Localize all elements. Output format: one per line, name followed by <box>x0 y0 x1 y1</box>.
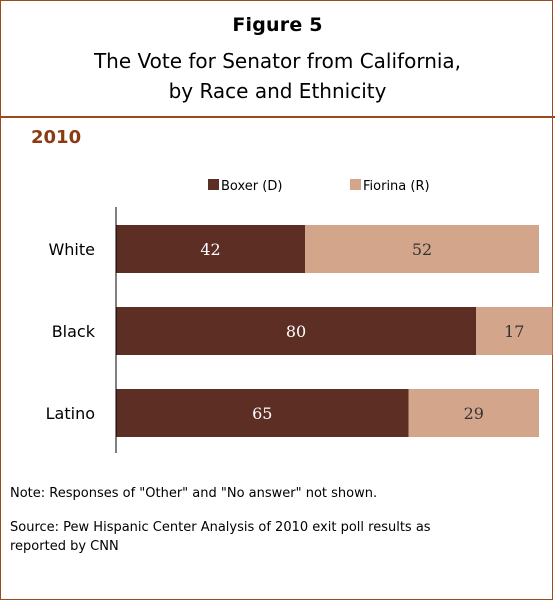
data-label-fiorina-latino: 29 <box>464 404 484 423</box>
stacked-bar-chart: Boxer (D) Fiorina (R) White 42 52 Black 80 17 La… <box>46 179 553 453</box>
bar-boxer-white <box>116 225 305 273</box>
data-label-fiorina-white: 52 <box>412 240 432 259</box>
chart-note: Note: Responses of "Other" and "No answe… <box>10 486 378 501</box>
bar-fiorina-black <box>476 307 553 355</box>
figure-label: Figure 5 <box>232 14 323 36</box>
bar-boxer-black <box>116 307 476 355</box>
chart-subtitle-year: 2010 <box>31 127 82 148</box>
chart-source: Source: Pew Hispanic Center Analysis of … <box>10 520 431 554</box>
chart-title-line-1: The Vote for Senator from California, <box>93 49 462 73</box>
category-label-white: White <box>48 240 95 259</box>
data-label-boxer-white: 42 <box>200 240 220 259</box>
category-label-black: Black <box>52 322 96 341</box>
bar-boxer-latino <box>116 389 409 437</box>
bar-fiorina-latino <box>408 389 539 437</box>
data-label-fiorina-black: 17 <box>504 322 524 341</box>
data-label-boxer-latino: 65 <box>252 404 272 423</box>
category-label-latino: Latino <box>46 404 95 423</box>
header-divider <box>0 116 555 118</box>
legend-label-boxer: Boxer (D) <box>221 179 282 194</box>
chart-title-line-2: by Race and Ethnicity <box>168 79 387 103</box>
data-label-boxer-black: 80 <box>286 322 306 341</box>
legend-swatch-boxer <box>208 179 219 190</box>
bar-fiorina-white <box>305 225 539 273</box>
figure-header: Figure 5 The Vote for Senator from Calif… <box>0 0 555 117</box>
legend-swatch-fiorina <box>350 179 361 190</box>
legend-label-fiorina: Fiorina (R) <box>363 179 430 194</box>
